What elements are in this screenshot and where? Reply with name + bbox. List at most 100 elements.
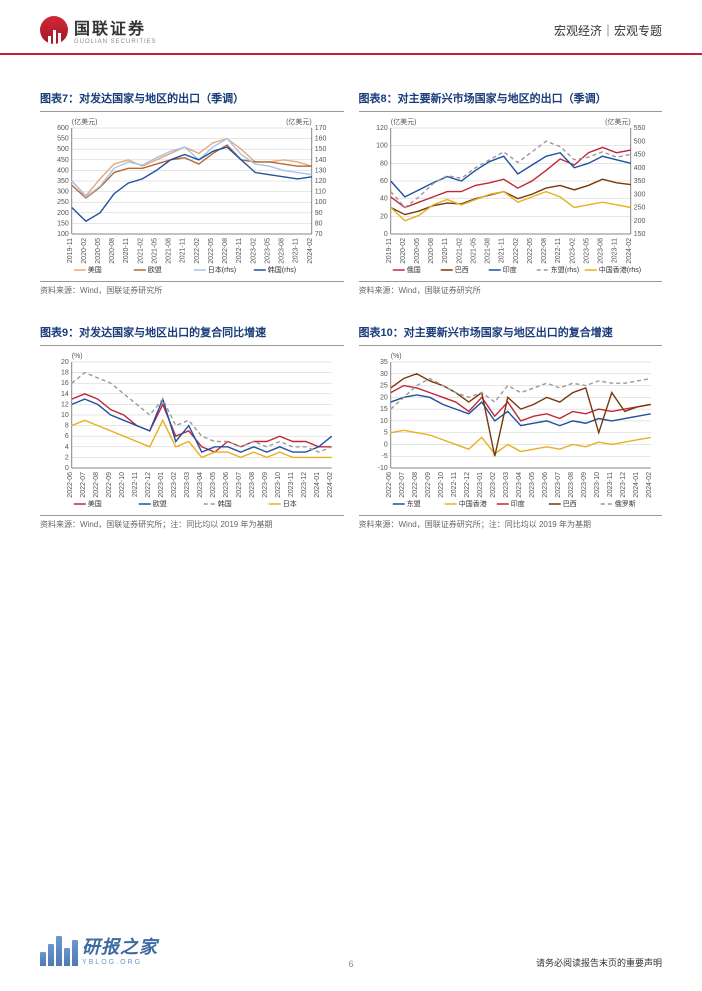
svg-text:8: 8: [65, 423, 69, 430]
page-header: 国联证券 GUOLIAN SECURITIES 宏观经济｜宏观专题: [0, 0, 702, 55]
svg-text:2023-05: 2023-05: [583, 238, 590, 264]
page: 国联证券 GUOLIAN SECURITIES 宏观经济｜宏观专题 图表7：对发…: [0, 0, 702, 991]
chart-10-source: 资料来源：Wind，国联证券研究所；注：同比均以 2019 年为基期: [359, 515, 663, 533]
svg-text:2022-12: 2022-12: [145, 472, 152, 498]
svg-text:500: 500: [633, 138, 645, 145]
logo-en-text: GUOLIAN SECURITIES: [74, 39, 157, 45]
svg-text:400: 400: [633, 165, 645, 172]
svg-text:2022-08: 2022-08: [222, 238, 229, 264]
svg-text:0: 0: [65, 465, 69, 472]
svg-text:6: 6: [65, 433, 69, 440]
svg-text:20: 20: [379, 213, 387, 220]
svg-text:500: 500: [57, 146, 69, 153]
svg-text:俄国: 俄国: [406, 265, 420, 274]
svg-text:2022-08: 2022-08: [541, 238, 548, 264]
svg-text:2019-11: 2019-11: [385, 238, 392, 263]
svg-text:2019-11: 2019-11: [67, 238, 74, 263]
svg-text:美国: 美国: [88, 499, 102, 508]
svg-text:2023-05: 2023-05: [210, 472, 217, 498]
chart-10-title: 图表10：对主要新兴市场国家与地区出口的复合增速: [359, 319, 663, 346]
chart-8-source: 资料来源：Wind，国联证券研究所: [359, 281, 663, 299]
svg-text:2023-05: 2023-05: [264, 238, 271, 264]
svg-text:2023-01: 2023-01: [158, 472, 165, 498]
chart-10-svg: (%)-10-5051015202530352022-062022-072022…: [359, 350, 663, 510]
svg-text:2023-03: 2023-03: [502, 472, 509, 498]
svg-text:2023-09: 2023-09: [262, 472, 269, 498]
svg-text:东盟: 东盟: [406, 499, 420, 508]
chart-7-svg: (亿美元)(亿美元)100150200250300350400450500550…: [40, 116, 344, 276]
svg-text:2023-04: 2023-04: [515, 472, 522, 498]
svg-text:2023-08: 2023-08: [279, 238, 286, 264]
company-logo: 国联证券 GUOLIAN SECURITIES: [40, 15, 157, 45]
svg-text:2024-01: 2024-01: [632, 472, 639, 498]
svg-text:2022-08: 2022-08: [411, 472, 418, 498]
svg-text:2020-08: 2020-08: [428, 238, 435, 264]
svg-text:16: 16: [61, 380, 69, 387]
svg-text:200: 200: [57, 210, 69, 217]
page-number: 6: [348, 959, 353, 969]
svg-text:2023-11: 2023-11: [606, 472, 613, 497]
svg-text:2023-08: 2023-08: [597, 238, 604, 264]
svg-text:450: 450: [633, 152, 645, 159]
svg-text:80: 80: [379, 160, 387, 167]
svg-text:2023-01: 2023-01: [476, 472, 483, 498]
svg-text:2020-02: 2020-02: [399, 238, 406, 264]
svg-text:2022-09: 2022-09: [106, 472, 113, 498]
svg-text:20: 20: [379, 394, 387, 401]
svg-text:2020-08: 2020-08: [109, 238, 116, 264]
svg-text:300: 300: [57, 189, 69, 196]
svg-text:200: 200: [633, 218, 645, 225]
svg-text:2021-11: 2021-11: [498, 238, 505, 263]
svg-text:550: 550: [633, 125, 645, 132]
svg-text:2023-12: 2023-12: [619, 472, 626, 498]
chart-8-title: 图表8：对主要新兴市场国家与地区的出口（季调）: [359, 85, 663, 112]
svg-text:2021-02: 2021-02: [137, 238, 144, 264]
svg-text:日本(rhs): 日本(rhs): [208, 265, 236, 274]
svg-text:250: 250: [57, 199, 69, 206]
svg-text:2023-12: 2023-12: [301, 472, 308, 498]
svg-text:中国香港(rhs): 中国香港(rhs): [598, 265, 640, 274]
watermark-text: 研报之家: [82, 933, 158, 959]
svg-text:欧盟: 欧盟: [153, 499, 167, 508]
svg-text:(亿美元): (亿美元): [390, 117, 416, 126]
svg-text:2021-11: 2021-11: [180, 238, 187, 263]
svg-text:2022-02: 2022-02: [512, 238, 519, 264]
svg-text:60: 60: [379, 178, 387, 185]
svg-text:2021-02: 2021-02: [456, 238, 463, 264]
svg-text:0: 0: [383, 441, 387, 448]
svg-text:2022-11: 2022-11: [132, 472, 139, 497]
svg-text:2023-07: 2023-07: [236, 472, 243, 498]
svg-text:2020-05: 2020-05: [95, 238, 102, 264]
svg-text:80: 80: [315, 220, 323, 227]
svg-text:2023-09: 2023-09: [580, 472, 587, 498]
svg-text:韩国(rhs): 韩国(rhs): [268, 265, 296, 274]
svg-text:2021-08: 2021-08: [166, 238, 173, 264]
svg-text:2021-08: 2021-08: [484, 238, 491, 264]
svg-text:120: 120: [376, 125, 388, 132]
svg-text:5: 5: [383, 430, 387, 437]
chart-8-block: 图表8：对主要新兴市场国家与地区的出口（季调） (亿美元)(亿美元)020406…: [359, 85, 663, 299]
svg-text:巴西: 巴西: [454, 266, 468, 274]
svg-text:2022-05: 2022-05: [208, 238, 215, 264]
svg-text:450: 450: [57, 157, 69, 164]
svg-text:2020-11: 2020-11: [123, 238, 130, 263]
svg-text:2021-05: 2021-05: [470, 238, 477, 264]
svg-text:2022-10: 2022-10: [119, 472, 126, 498]
svg-text:2022-11: 2022-11: [236, 238, 243, 263]
svg-text:2022-07: 2022-07: [80, 472, 87, 498]
chart-7-title: 图表7：对发达国家与地区的出口（季调）: [40, 85, 344, 112]
svg-text:2023-11: 2023-11: [293, 238, 300, 263]
svg-text:2020-05: 2020-05: [413, 238, 420, 264]
chart-9-source: 资料来源：Wind，国联证券研究所；注：同比均以 2019 年为基期: [40, 515, 344, 533]
svg-text:90: 90: [315, 210, 323, 217]
svg-text:2024-01: 2024-01: [314, 472, 321, 498]
chart-9-block: 图表9：对发达国家与地区出口的复合同比增速 (%)024681012141618…: [40, 319, 344, 533]
svg-text:-5: -5: [381, 453, 387, 460]
chart-7-block: 图表7：对发达国家与地区的出口（季调） (亿美元)(亿美元)1001502002…: [40, 85, 344, 299]
chart-10-block: 图表10：对主要新兴市场国家与地区出口的复合增速 (%)-10-50510152…: [359, 319, 663, 533]
svg-text:日本: 日本: [283, 499, 297, 508]
svg-text:150: 150: [57, 220, 69, 227]
svg-text:2023-11: 2023-11: [288, 472, 295, 497]
svg-text:2023-03: 2023-03: [184, 472, 191, 498]
svg-text:-10: -10: [377, 465, 387, 472]
